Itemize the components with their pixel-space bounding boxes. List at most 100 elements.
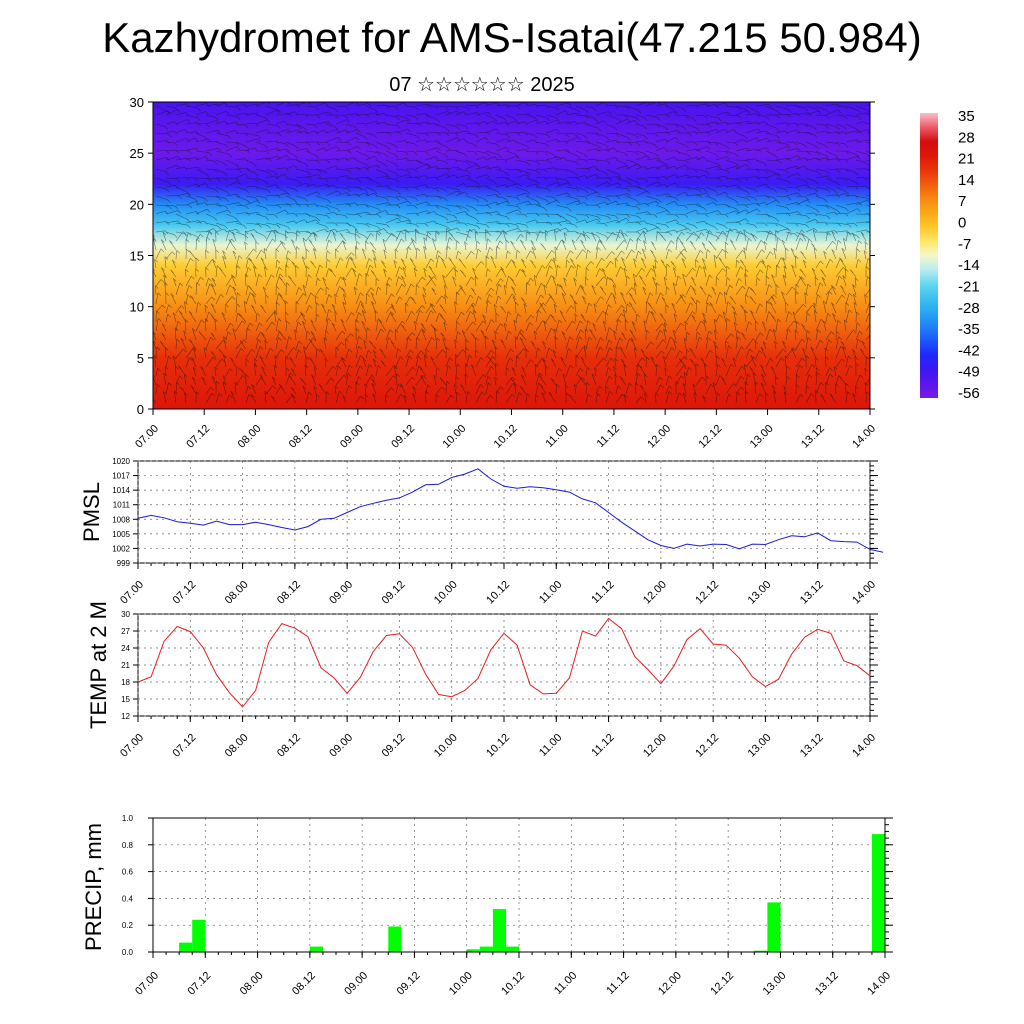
wind-barb (165, 121, 175, 125)
wind-barb (495, 195, 506, 199)
wind-barb-flag (704, 115, 708, 119)
wind-barb (525, 150, 536, 152)
wind-barb-flag (339, 232, 344, 237)
wind-barb-flag (257, 212, 261, 216)
wind-barb (412, 386, 417, 395)
wind-barb-flag (740, 375, 745, 380)
wind-barb (585, 231, 597, 236)
wind-barb-flag (530, 259, 534, 264)
wind-barb (855, 339, 859, 350)
wind-barb-flag (570, 250, 574, 254)
wind-barb-flag (273, 365, 278, 369)
wind-barb-flag (250, 233, 255, 237)
wind-barb (215, 168, 225, 174)
wind-barb-flag (723, 291, 728, 296)
wind-barb (425, 276, 434, 287)
wind-barb (629, 329, 637, 341)
wind-barb-flag (498, 283, 502, 288)
wind-barb (845, 186, 855, 188)
wind-barb (795, 141, 805, 146)
wind-barb (665, 391, 670, 404)
wind-barb (305, 219, 317, 224)
wind-barb-flag (643, 320, 648, 324)
wind-barb (185, 285, 190, 296)
wind-barb-flag (769, 301, 773, 306)
wind-barb (285, 356, 287, 368)
wind-barb-flag (261, 249, 265, 254)
wind-barb-flag (161, 323, 166, 327)
wind-barb (792, 311, 797, 323)
wind-barb (455, 231, 468, 236)
wind-barb (575, 320, 581, 332)
wind-barb (225, 114, 238, 117)
wind-barb-flag (753, 224, 758, 229)
wind-barb-flag (756, 113, 760, 117)
wind-barb-flag (298, 340, 303, 345)
wind-barb-flag (770, 295, 775, 300)
wind-barb-flag (637, 216, 642, 220)
wind-barb (275, 141, 286, 144)
wind-barb (475, 131, 487, 134)
wind-barb-flag (253, 248, 257, 253)
wind-barb-flag (805, 157, 809, 162)
wind-barb (782, 257, 787, 269)
wind-barb-flag (288, 374, 292, 379)
wind-barb-flag (400, 393, 404, 398)
wind-barb-flag (496, 102, 500, 106)
wind-barb (345, 222, 355, 228)
wind-barb-flag (516, 120, 521, 125)
wind-barb (655, 292, 661, 305)
wind-barb (365, 233, 371, 242)
wind-barb-flag (236, 193, 240, 198)
wind-barb-flag (256, 313, 261, 317)
wind-barb (475, 231, 489, 234)
wind-barb (185, 156, 196, 161)
wind-barb-flag (684, 205, 688, 209)
wind-barb (825, 356, 827, 368)
wind-barb-flag (728, 345, 732, 349)
wind-barb-flag (277, 329, 282, 334)
wind-barb-flag (457, 250, 462, 255)
wind-barb (685, 231, 694, 242)
wind-barb (175, 157, 188, 161)
wind-barb (745, 148, 758, 152)
wind-barb (315, 222, 326, 227)
wind-barb-flag (744, 268, 749, 273)
wind-barb-flag (724, 225, 728, 229)
wind-barb (275, 241, 283, 251)
wind-barb (345, 177, 358, 180)
wind-barb (325, 318, 329, 332)
wind-barb-flag (561, 292, 566, 297)
wind-barb (715, 392, 718, 404)
wind-barb (505, 331, 509, 341)
wind-barb (545, 156, 559, 161)
wind-barb (709, 302, 717, 314)
wind-barb-flag (577, 375, 582, 379)
wind-barb-flag (627, 137, 631, 141)
wind-barb (665, 130, 678, 134)
wind-barb-flag (278, 266, 283, 271)
wind-barb (485, 186, 498, 192)
wind-barb (295, 159, 306, 164)
wind-barb-flag (214, 366, 218, 371)
wind-barb (251, 384, 257, 395)
wind-barb (275, 318, 279, 332)
wind-barb (155, 292, 159, 305)
wind-barb (462, 330, 467, 341)
wind-barb (565, 177, 577, 179)
wind-barb (605, 168, 618, 175)
wind-barb (415, 337, 418, 350)
wind-barb-flag (856, 248, 861, 253)
wind-barb-flag (775, 173, 779, 177)
wind-barb-flag (446, 227, 450, 232)
wind-barb-flag (439, 377, 444, 382)
wind-barb (615, 118, 628, 125)
wind-barb-flag (176, 164, 181, 169)
wind-barb-flag (252, 293, 256, 298)
wind-barb-flag (749, 296, 754, 300)
wind-barb-flag (530, 240, 535, 244)
wind-barb-flag (655, 392, 659, 397)
wind-barb (791, 264, 797, 278)
wind-barb (585, 191, 598, 197)
wind-barb (855, 112, 868, 116)
